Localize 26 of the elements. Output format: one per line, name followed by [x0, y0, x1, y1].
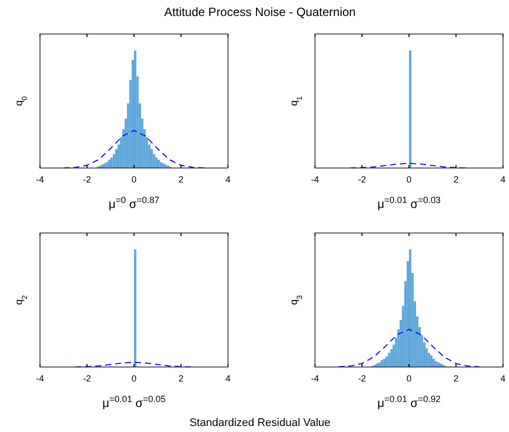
x-tick-label: 4: [225, 174, 231, 185]
x-axis-title: μ$^{=0.01}$ σ$^{=0.05}$: [102, 394, 166, 410]
x-axis-title: μ$^{=0.01}$ σ$^{=0.03}$: [377, 195, 441, 211]
text: Attitude Process Noise - Quaternion: [164, 5, 356, 19]
x-tick-label: 0: [406, 374, 412, 384]
x-tick-label: 0: [131, 174, 137, 185]
x-tick-label: 4: [500, 374, 506, 384]
x-tick-label: -4: [36, 174, 44, 185]
x-axis-title: μ$^{=0.01}$ σ$^{=0.92}$: [377, 394, 441, 410]
x-tick-label: -2: [358, 174, 366, 185]
x-axis-title: μ$^{=0}$ σ$^{=0.87}$: [108, 195, 160, 211]
x-tick-label: 0: [406, 174, 412, 185]
x-tick-label: -2: [82, 374, 92, 384]
x-tick-label: 4: [225, 374, 231, 384]
x-tick-label: -4: [310, 374, 320, 384]
x-tick-label: 2: [178, 374, 184, 384]
x-tick-label: -4: [310, 174, 320, 185]
x-tick-label: 2: [453, 374, 459, 384]
x-tick-label: -2: [82, 174, 92, 185]
x-tick-label: -4: [36, 374, 44, 384]
x-tick-label: 2: [453, 174, 459, 185]
x-tick-label: -2: [358, 374, 366, 384]
x-tick-label: 0: [131, 374, 137, 384]
x-tick-label: 4: [500, 174, 506, 185]
text: Standardized Residual Value: [189, 417, 331, 429]
x-tick-label: 2: [178, 174, 184, 185]
